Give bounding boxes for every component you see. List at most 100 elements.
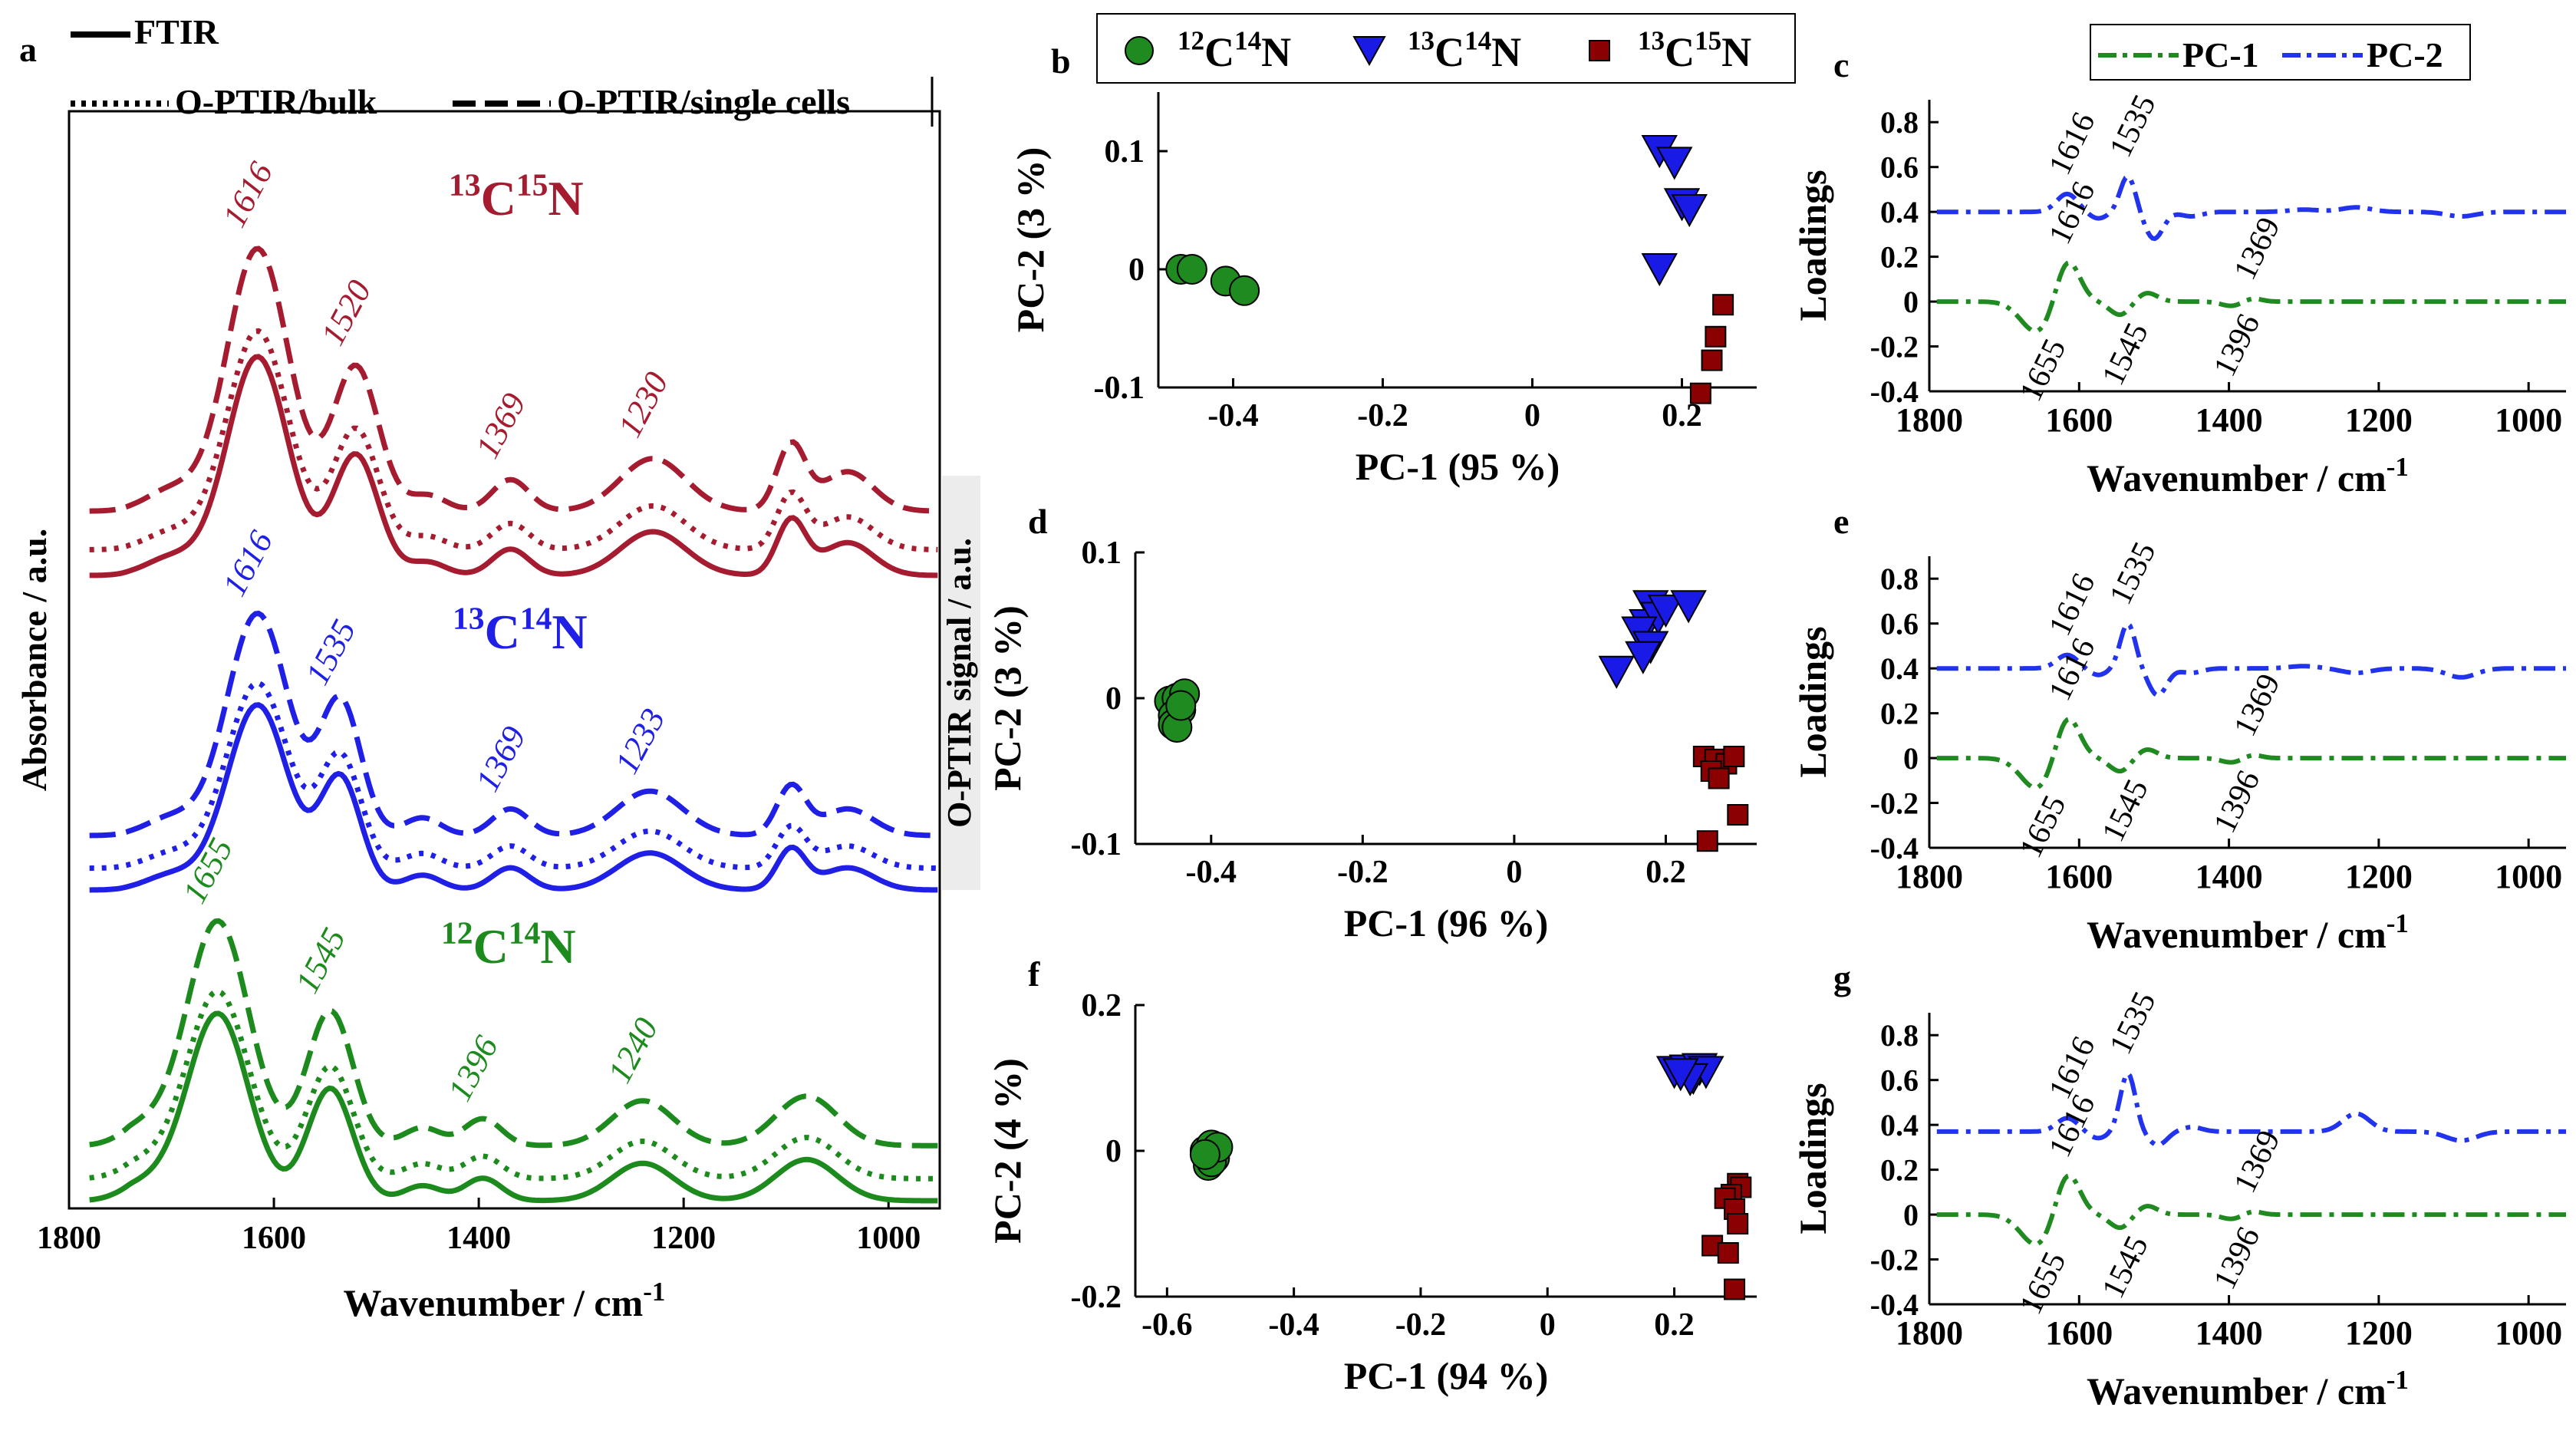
panel-c-ylabel: Loadings xyxy=(1791,170,1834,321)
panel-a-label: a xyxy=(19,30,37,69)
panel-a-axes-box xyxy=(68,110,941,1210)
panel-g-ytick-label: 0.4 xyxy=(1880,1108,1919,1142)
point-13C15N xyxy=(1689,382,1711,404)
panel-g-ytick-label: -0.4 xyxy=(1870,1287,1919,1322)
panel-a-xtick-label: 1800 xyxy=(37,1221,101,1256)
legend-label-solid: FTIR xyxy=(134,12,219,51)
panel-g-ytick-label: -0.2 xyxy=(1870,1243,1919,1277)
panel-f-xtick-label: -0.2 xyxy=(1395,1307,1447,1343)
panel-e-xtick-label: 1000 xyxy=(2495,858,2562,895)
point-12C14N xyxy=(1189,1139,1220,1170)
legend-marker-circle xyxy=(1125,36,1154,65)
panel-a-ylabel: Absorbance / a.u. xyxy=(15,529,54,791)
group-label-13c14n: 13C14N xyxy=(453,600,588,659)
panel-a-xtick-label: 1000 xyxy=(856,1221,921,1256)
panel-c-xtick-label: 1600 xyxy=(2045,401,2113,439)
legend-entry-label: 12C14N xyxy=(1178,25,1291,75)
panel-b-xlabel: PC-1 (95 %) xyxy=(1356,445,1560,488)
legend-label-dashed: O-PTIR/single cells xyxy=(557,82,850,121)
panel-f-xtick-label: 0 xyxy=(1540,1307,1556,1343)
panel-d-ytick-label: -0.1 xyxy=(1071,827,1122,862)
panel-c-xtick-label: 1000 xyxy=(2495,401,2562,439)
panel-g-ylabel: Loadings xyxy=(1791,1083,1834,1234)
panel-c-ytick-label: -0.2 xyxy=(1870,330,1919,364)
panel-c-xtick-label: 1800 xyxy=(1896,401,1963,439)
panel-c-legend-box xyxy=(2090,24,2471,81)
point-13C14N xyxy=(1625,641,1662,674)
point-13C15N xyxy=(1701,349,1723,371)
panel-g-label: g xyxy=(1833,958,1851,997)
panel-e-ytick-label: -0.4 xyxy=(1870,831,1919,865)
panel-c-xtick-label: 1400 xyxy=(2196,401,2263,439)
loading-line-PC-2 xyxy=(1936,620,2566,698)
panel-f-ytick-label: 0.2 xyxy=(1082,988,1122,1023)
legend-label-PC-2: PC-2 xyxy=(2367,35,2443,74)
group-label-12c14n: 12C14N xyxy=(441,915,576,974)
point-13C14N xyxy=(1647,595,1685,628)
panel-c-ytick-label: -0.4 xyxy=(1870,374,1919,409)
point-13C15N xyxy=(1705,325,1727,348)
side-label: O-PTIR signal / a.u. xyxy=(940,538,978,828)
panel-b-label: b xyxy=(1051,41,1071,81)
panel-d-xtick-label: 0.2 xyxy=(1645,855,1686,890)
panel-g-ytick-label: 0 xyxy=(1903,1198,1919,1232)
panel-g-xtick-label: 1000 xyxy=(2495,1314,2562,1352)
panel-g-xtick-label: 1600 xyxy=(2045,1314,2113,1352)
panel-b-xtick-label: -0.4 xyxy=(1207,398,1259,433)
panel-e-ytick-label: 0.6 xyxy=(1880,607,1919,641)
panel-g-xtick-label: 1200 xyxy=(2345,1314,2413,1352)
panel-d-xtick-label: -0.4 xyxy=(1186,855,1237,890)
panel-f-ytick-label: 0 xyxy=(1105,1134,1122,1169)
panel-f-ytick-label: -0.2 xyxy=(1071,1280,1122,1315)
legend-label-dotted: O-PTIR/bulk xyxy=(175,82,377,121)
spectrum-1315-dotted xyxy=(89,328,938,552)
panel-e-xlabel: Wavenumber / cm-1 xyxy=(2087,908,2409,956)
panel-e-ytick-label: -0.2 xyxy=(1870,786,1919,821)
spectrum-1314-dotted xyxy=(89,680,938,872)
panel-d-label: d xyxy=(1028,502,1048,541)
panel-e-ylabel: Loadings xyxy=(1791,626,1834,777)
panel-e-label: e xyxy=(1833,502,1849,541)
loading-line-PC-2 xyxy=(1936,1070,2566,1148)
panel-e-xtick-label: 1200 xyxy=(2345,858,2413,895)
panel-f-xtick-label: 0.2 xyxy=(1654,1307,1695,1343)
group-label-13c15n: 13C15N xyxy=(449,166,584,226)
panel-a-xlabel: Wavenumber / cm-1 xyxy=(344,1277,666,1324)
panel-g-xtick-label: 1800 xyxy=(1896,1314,1963,1352)
panel-f-scatter: f -0.6 -0.4 -0.2 0 0.2 -0.2 0 0.2 PC-1 (94 %) PC-2… xyxy=(986,954,1757,1397)
panel-a-xtick-label: 1400 xyxy=(446,1221,511,1256)
spectrum-1315-solid xyxy=(89,354,938,578)
panel-e-xtick-label: 1800 xyxy=(1896,858,1963,895)
point-13C15N xyxy=(1723,746,1745,767)
panel-g-ytick-label: 0.2 xyxy=(1880,1153,1919,1188)
legend-entry-label: 13C14N xyxy=(1408,25,1521,75)
panel-d-xtick-label: -0.2 xyxy=(1337,855,1388,890)
point-13C15N xyxy=(1712,294,1734,316)
point-12C14N xyxy=(1165,690,1197,721)
spectrum-1214-solid xyxy=(89,1010,938,1204)
point-13C14N xyxy=(1670,590,1707,624)
panel-a-xtick-label: 1600 xyxy=(242,1221,306,1256)
point-13C15N xyxy=(1708,767,1730,789)
panel-c-ytick-label: 0.6 xyxy=(1880,150,1919,185)
panel-d-ytick-label: 0.1 xyxy=(1082,536,1122,571)
point-13C14N xyxy=(1656,147,1693,180)
spectrum-1314-solid xyxy=(89,702,938,893)
panel-e-ytick-label: 0.2 xyxy=(1880,697,1919,731)
spectrum-1214-dotted xyxy=(89,988,938,1182)
spectrum-1214-dashed xyxy=(89,918,938,1149)
panel-f-xtick-label: -0.6 xyxy=(1141,1307,1193,1343)
panel-b-ylabel: PC-2 (3 %) xyxy=(1009,147,1052,333)
panel-f-label: f xyxy=(1028,954,1040,994)
panel-d-xlabel: PC-1 (96 %) xyxy=(1344,901,1549,944)
panel-c-label: c xyxy=(1833,45,1849,84)
legend-label-PC-1: PC-1 xyxy=(2182,35,2259,74)
panel-e-ytick-label: 0.4 xyxy=(1880,651,1919,686)
panel-b-xtick-label: -0.2 xyxy=(1357,398,1408,433)
panel-e-ytick-label: 0 xyxy=(1903,741,1919,776)
panel-b-scatter: b-0.4 -0.2 0 0.2-0.100.1PC-1 (95 %)PC-2 (3 … xyxy=(1009,13,1796,488)
panel-c-ytick-label: 0 xyxy=(1903,285,1919,319)
legend-marker-square xyxy=(1589,40,1610,61)
panel-g-ytick-label: 0.6 xyxy=(1880,1063,1919,1098)
legend-entry-label: 13C15N xyxy=(1638,25,1751,75)
